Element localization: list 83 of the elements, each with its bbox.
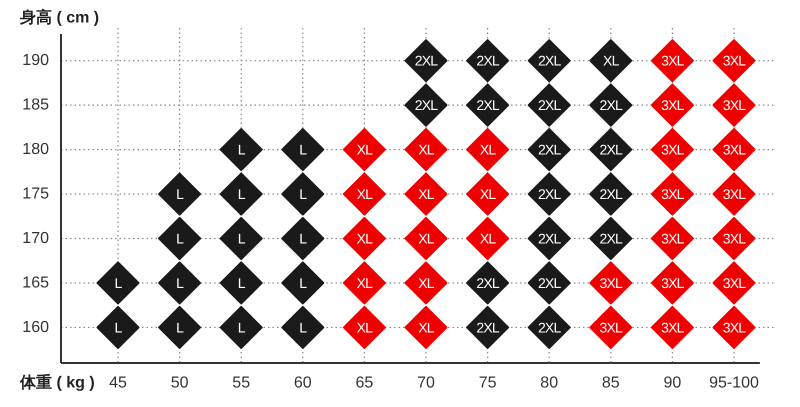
text: 2XL xyxy=(538,230,560,247)
y-tick-label: 190 xyxy=(22,52,50,70)
text: 2XL xyxy=(600,142,622,158)
text: XL xyxy=(356,230,372,247)
x-tick-label: 95-100 xyxy=(709,374,760,392)
x-tick-label: 45 xyxy=(109,374,127,392)
text: XL xyxy=(356,142,372,158)
series-label: 2XL xyxy=(476,319,500,336)
text: 3XL xyxy=(722,52,746,69)
text: 3XL xyxy=(661,186,684,202)
text: XL xyxy=(418,274,434,291)
text: L xyxy=(299,142,306,158)
text: 2XL xyxy=(538,142,560,158)
text: 2XL xyxy=(476,97,499,114)
text: L xyxy=(176,274,184,291)
text: 2XL xyxy=(600,230,622,247)
text: 2XL xyxy=(600,97,622,114)
text: L xyxy=(238,142,245,158)
text: 3XL xyxy=(661,52,684,69)
text: 3XL xyxy=(722,230,746,247)
text: XL xyxy=(480,186,496,202)
y-tick-label: 170 xyxy=(22,230,50,248)
text: 3XL xyxy=(722,186,746,202)
text: 2XL xyxy=(538,319,560,336)
text: 3XL xyxy=(722,319,746,336)
y-tick-label: 165 xyxy=(22,274,50,292)
text: L xyxy=(299,230,306,247)
text: 3XL xyxy=(722,142,746,158)
text: 2XL xyxy=(538,97,560,114)
text: L xyxy=(176,230,184,247)
text: XL xyxy=(418,319,434,336)
y-tick-label: 160 xyxy=(22,318,50,336)
x-tick-label: 75 xyxy=(478,374,497,392)
x-tick-label: 90 xyxy=(664,374,682,392)
text: L xyxy=(238,186,245,202)
text: 2XL xyxy=(476,274,499,291)
text: 3XL xyxy=(661,142,684,158)
text: XL xyxy=(356,186,372,202)
text: 2XL xyxy=(600,186,622,202)
y-tick-label: 185 xyxy=(22,96,50,114)
series-label: L xyxy=(114,319,122,336)
text: L xyxy=(176,186,184,202)
text: 2XL xyxy=(538,52,560,69)
text: L xyxy=(176,319,184,336)
text: 3XL xyxy=(661,274,684,291)
text: L xyxy=(238,274,245,291)
text: 2XL xyxy=(414,52,438,69)
x-tick-label: 85 xyxy=(602,374,620,392)
x-tick-label: 70 xyxy=(417,374,435,392)
text: XL xyxy=(480,230,496,247)
text: XL xyxy=(480,142,496,158)
y-axis-title: 身高 ( cm ) xyxy=(19,8,100,26)
text: XL xyxy=(356,274,372,291)
text: 2XL xyxy=(538,186,560,202)
series-label: XL xyxy=(603,52,620,69)
text: 3XL xyxy=(600,274,622,291)
series-label: 3XL xyxy=(600,319,624,336)
text: L xyxy=(114,274,122,291)
text: 3XL xyxy=(661,97,684,114)
x-axis-title: 体重 ( kg ) xyxy=(19,374,95,392)
x-tick-label: 50 xyxy=(170,374,189,392)
text: 3XL xyxy=(661,319,684,336)
x-tick-label: 80 xyxy=(540,374,558,392)
text: 2XL xyxy=(476,52,499,69)
text: 3XL xyxy=(722,97,746,114)
x-tick-label: 65 xyxy=(356,374,374,392)
text: L xyxy=(299,186,306,202)
text: L xyxy=(299,274,306,291)
text: 2XL xyxy=(414,97,438,114)
text: XL xyxy=(418,230,434,247)
text: XL xyxy=(418,142,434,158)
text: XL xyxy=(418,186,434,202)
y-tick-label: 175 xyxy=(22,186,50,203)
series-label: XL xyxy=(356,319,374,336)
text: L xyxy=(238,230,245,247)
text: L xyxy=(238,319,245,336)
text: 3XL xyxy=(661,230,684,247)
text: 3XL xyxy=(722,274,746,291)
y-tick-label: 180 xyxy=(22,141,50,158)
x-tick-label: 60 xyxy=(294,374,312,392)
text: 2XL xyxy=(538,274,560,291)
x-tick-label: 55 xyxy=(232,374,250,392)
text: L xyxy=(299,319,306,336)
